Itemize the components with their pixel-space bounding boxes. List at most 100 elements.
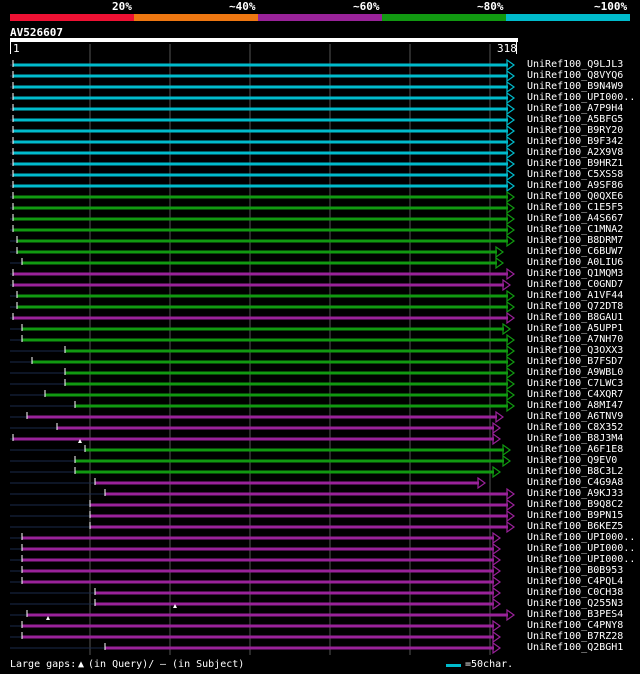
scale-swatch <box>446 664 461 667</box>
hit-label[interactable]: UniRef100_Q1MQM3 <box>527 268 624 279</box>
hit-label[interactable]: UniRef100_B9HRZ1 <box>527 158 624 169</box>
hit-arrow <box>492 597 502 611</box>
hit-arrow <box>506 168 516 182</box>
hit-label[interactable]: UniRef100_Q0QXE6 <box>527 191 624 202</box>
hit-label[interactable]: UniRef100_B8DRM7 <box>527 235 624 246</box>
axis-end-tick <box>516 42 517 54</box>
hit-label[interactable]: UniRef100_Q255N3 <box>527 598 624 609</box>
hit-label[interactable]: UniRef100_B3PES4 <box>527 609 624 620</box>
hit-label[interactable]: UniRef100_UPI000.. <box>527 532 636 543</box>
hit-arrow <box>506 344 516 358</box>
hit-label[interactable]: UniRef100_C0GND7 <box>527 279 624 290</box>
hit-arrow <box>506 157 516 171</box>
hit-label[interactable]: UniRef100_UPI000.. <box>527 554 636 565</box>
hit-label[interactable]: UniRef100_B7FSD7 <box>527 356 624 367</box>
hit-label[interactable]: UniRef100_Q8VYQ6 <box>527 70 624 81</box>
hit-arrow <box>506 113 516 127</box>
hit-label[interactable]: UniRef100_A2X9V8 <box>527 147 624 158</box>
hit-label[interactable]: UniRef100_A7NH70 <box>527 334 624 345</box>
hit-arrow <box>506 509 516 523</box>
hit-label[interactable]: UniRef100_C0CH38 <box>527 587 624 598</box>
hit-label[interactable]: UniRef100_A1VF44 <box>527 290 624 301</box>
hit-label[interactable]: UniRef100_A9WBL0 <box>527 367 624 378</box>
hit-arrow <box>506 91 516 105</box>
legend-segment-100 <box>506 14 630 21</box>
hit-label[interactable]: UniRef100_B0B953 <box>527 565 624 576</box>
hit-label[interactable]: UniRef100_B6KEZ5 <box>527 521 624 532</box>
hit-label[interactable]: UniRef100_B8C3L2 <box>527 466 624 477</box>
hit-label[interactable]: UniRef100_B9PN15 <box>527 510 624 521</box>
hit-label[interactable]: UniRef100_B8GAU1 <box>527 312 624 323</box>
query-id: AV526607 <box>10 26 63 39</box>
hit-label[interactable]: UniRef100_C6BUW7 <box>527 246 624 257</box>
hit-label[interactable]: UniRef100_C7LWC3 <box>527 378 624 389</box>
gap-marker <box>173 604 177 608</box>
hit-label[interactable]: UniRef100_Q72DT8 <box>527 301 624 312</box>
hit-label[interactable]: UniRef100_C4XQR7 <box>527 389 624 400</box>
hit-arrow <box>506 388 516 402</box>
hit-arrow <box>506 289 516 303</box>
hit-label[interactable]: UniRef100_A0LIU6 <box>527 257 624 268</box>
query-bar <box>10 38 518 42</box>
legend-segment-20 <box>10 14 134 21</box>
hit-label[interactable]: UniRef100_Q9LJL3 <box>527 59 624 70</box>
hit-label[interactable]: UniRef100_B8J3M4 <box>527 433 624 444</box>
axis-start-tick <box>10 42 11 54</box>
hit-arrow <box>492 641 502 655</box>
hit-arrow <box>477 476 487 490</box>
legend-label-100: ~100% <box>594 0 628 13</box>
hit-label[interactable]: UniRef100_A5UPP1 <box>527 323 624 334</box>
gaps-label: Large gaps: <box>10 659 77 670</box>
hit-label[interactable]: UniRef100_B7RZ28 <box>527 631 624 642</box>
hit-label[interactable]: UniRef100_A8MI47 <box>527 400 624 411</box>
hit-arrow <box>506 311 516 325</box>
hit-label[interactable]: UniRef100_C4PQL4 <box>527 576 624 587</box>
hit-label[interactable]: UniRef100_B9RY20 <box>527 125 624 136</box>
hit-label[interactable]: UniRef100_B9Q8C2 <box>527 499 624 510</box>
hit-label[interactable]: UniRef100_Q3OXX3 <box>527 345 624 356</box>
hit-label[interactable]: UniRef100_C1E5F5 <box>527 202 624 213</box>
axis-start-label: 1 <box>13 42 20 55</box>
hit-label[interactable]: UniRef100_B9N4W9 <box>527 81 624 92</box>
hit-arrow <box>506 223 516 237</box>
hit-label[interactable]: UniRef100_Q2BGH1 <box>527 642 624 653</box>
hit-arrow <box>502 443 512 457</box>
hit-label[interactable]: UniRef100_A9SF86 <box>527 180 624 191</box>
hit-arrow <box>506 608 516 622</box>
hit-arrow <box>506 377 516 391</box>
hit-label[interactable]: UniRef100_C5XSS8 <box>527 169 624 180</box>
hit-label[interactable]: UniRef100_A9KJ33 <box>527 488 624 499</box>
hit-arrow <box>495 245 505 259</box>
hit-label[interactable]: UniRef100_A6F1E8 <box>527 444 624 455</box>
hit-label[interactable]: UniRef100_C4G9A8 <box>527 477 624 488</box>
hit-arrow <box>506 300 516 314</box>
legend-label-40: ~40% <box>229 0 256 13</box>
hit-label[interactable]: UniRef100_C4PNY8 <box>527 620 624 631</box>
hit-arrow <box>502 322 512 336</box>
hit-label[interactable]: UniRef100_A5BFG5 <box>527 114 624 125</box>
gap-subject-label: – (in Subject) <box>160 659 245 670</box>
legend-segment-60 <box>258 14 382 21</box>
hit-arrow <box>506 520 516 534</box>
hit-label[interactable]: UniRef100_Q9EV0 <box>527 455 618 466</box>
hit-label[interactable]: UniRef100_UPI000.. <box>527 543 636 554</box>
legend-label-20: 20% <box>112 0 132 13</box>
hit-label[interactable]: UniRef100_UPI000.. <box>527 92 636 103</box>
hit-label[interactable]: UniRef100_C1MNA2 <box>527 224 624 235</box>
hit-arrow <box>492 531 502 545</box>
hit-label[interactable]: UniRef100_A4S667 <box>527 213 624 224</box>
hit-arrow <box>492 465 502 479</box>
hit-arrow <box>495 410 505 424</box>
hit-label[interactable]: UniRef100_B9F342 <box>527 136 624 147</box>
gap-marker <box>78 439 82 443</box>
hit-label[interactable]: UniRef100_C8X352 <box>527 422 624 433</box>
hit-arrow <box>506 399 516 413</box>
hit-arrow <box>506 487 516 501</box>
hit-label[interactable]: UniRef100_A6TNV9 <box>527 411 624 422</box>
hit-arrow <box>506 201 516 215</box>
hit-label[interactable]: UniRef100_A7P9H4 <box>527 103 624 114</box>
gap-marker <box>46 616 50 620</box>
hit-arrow <box>506 366 516 380</box>
